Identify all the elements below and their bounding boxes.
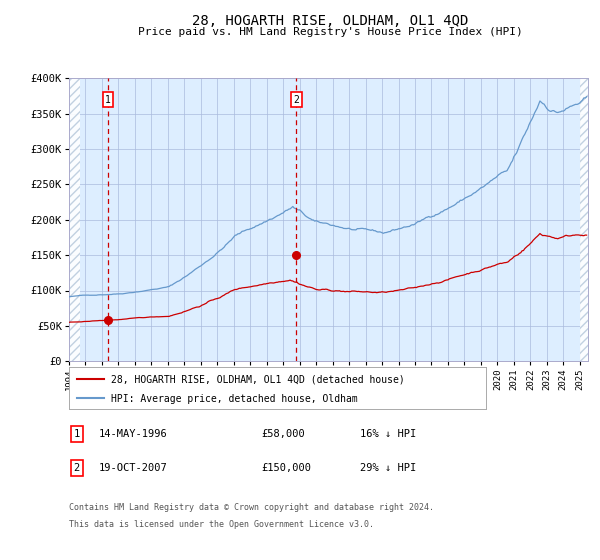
Text: Contains HM Land Registry data © Crown copyright and database right 2024.: Contains HM Land Registry data © Crown c… [69, 503, 434, 512]
Text: Price paid vs. HM Land Registry's House Price Index (HPI): Price paid vs. HM Land Registry's House … [137, 27, 523, 37]
Text: This data is licensed under the Open Government Licence v3.0.: This data is licensed under the Open Gov… [69, 520, 374, 529]
Bar [580, 78, 588, 361]
Bar [69, 78, 80, 361]
Text: 29% ↓ HPI: 29% ↓ HPI [360, 463, 416, 473]
Text: £150,000: £150,000 [261, 463, 311, 473]
Text: HPI: Average price, detached house, Oldham: HPI: Average price, detached house, Oldh… [110, 394, 358, 404]
Text: 16% ↓ HPI: 16% ↓ HPI [360, 429, 416, 439]
Text: 1: 1 [74, 429, 80, 439]
Text: 28, HOGARTH RISE, OLDHAM, OL1 4QD: 28, HOGARTH RISE, OLDHAM, OL1 4QD [192, 14, 468, 28]
Text: 14-MAY-1996: 14-MAY-1996 [99, 429, 168, 439]
Text: 28, HOGARTH RISE, OLDHAM, OL1 4QD (detached house): 28, HOGARTH RISE, OLDHAM, OL1 4QD (detac… [110, 375, 404, 384]
Text: £58,000: £58,000 [261, 429, 305, 439]
Text: 1: 1 [105, 95, 111, 105]
Text: 19-OCT-2007: 19-OCT-2007 [99, 463, 168, 473]
Text: 2: 2 [293, 95, 299, 105]
Text: 2: 2 [74, 463, 80, 473]
